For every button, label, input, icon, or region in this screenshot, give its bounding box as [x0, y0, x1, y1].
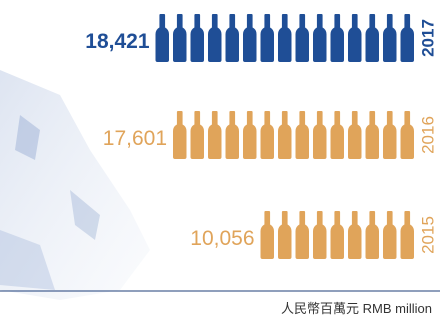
bottle-mark-2015 — [260, 211, 274, 259]
bottle-mark-2017 — [190, 14, 204, 62]
bottle-mark-2016 — [313, 111, 327, 159]
bottle-mark-2017 — [383, 14, 397, 62]
bottle-mark-2016 — [243, 111, 257, 159]
bottle-mark-2017 — [313, 14, 327, 62]
bottle-mark-2015 — [348, 211, 362, 259]
unit-label: 人民幣百萬元 RMB million — [281, 301, 432, 316]
category-label-2015: 2015 — [419, 216, 438, 254]
value-label-2015: 10,056 — [190, 227, 254, 250]
bottle-mark-2015 — [278, 211, 292, 259]
bottle-mark-2016 — [173, 111, 187, 159]
category-label-2016: 2016 — [419, 116, 438, 154]
bottle-mark-2016 — [260, 111, 274, 159]
bottle-mark-2016 — [295, 111, 309, 159]
category-label-2017: 2017 — [419, 19, 438, 57]
background-decoration — [0, 70, 150, 300]
bottle-mark-2016 — [348, 111, 362, 159]
bottle-mark-2015 — [383, 211, 397, 259]
bottle-mark-2017 — [173, 14, 187, 62]
bottle-mark-2016 — [208, 111, 222, 159]
bottle-mark-2017 — [278, 14, 292, 62]
bottle-mark-2017 — [243, 14, 257, 62]
bottle-mark-2016 — [225, 111, 239, 159]
bottle-mark-2017 — [155, 14, 169, 62]
bottle-mark-2016 — [190, 111, 204, 159]
bottle-mark-2016 — [365, 111, 379, 159]
bottle-mark-2017 — [260, 14, 274, 62]
value-label-2016: 17,601 — [103, 127, 167, 150]
bottle-mark-2016 — [400, 111, 414, 159]
bottle-mark-2017 — [348, 14, 362, 62]
bottle-mark-2017 — [225, 14, 239, 62]
bottle-mark-2015 — [400, 211, 414, 259]
bottle-mark-2017 — [400, 14, 414, 62]
bottle-mark-2016 — [330, 111, 344, 159]
bar-row-2016: 17,601 2016 — [103, 111, 438, 159]
bottle-mark-2017 — [365, 14, 379, 62]
bottle-mark-2016 — [278, 111, 292, 159]
bottle-mark-2015 — [313, 211, 327, 259]
value-label-2017: 18,421 — [85, 30, 150, 53]
bottle-mark-2017 — [208, 14, 222, 62]
bottle-mark-2015 — [330, 211, 344, 259]
bottle-mark-2016 — [383, 111, 397, 159]
bottle-mark-2017 — [330, 14, 344, 62]
bottle-mark-2015 — [365, 211, 379, 259]
bottle-mark-2017 — [295, 14, 309, 62]
bar-row-2017: 18,421 2017 — [85, 14, 438, 62]
bar-row-2015: 10,056 2015 — [190, 211, 438, 259]
bottle-mark-2015 — [295, 211, 309, 259]
